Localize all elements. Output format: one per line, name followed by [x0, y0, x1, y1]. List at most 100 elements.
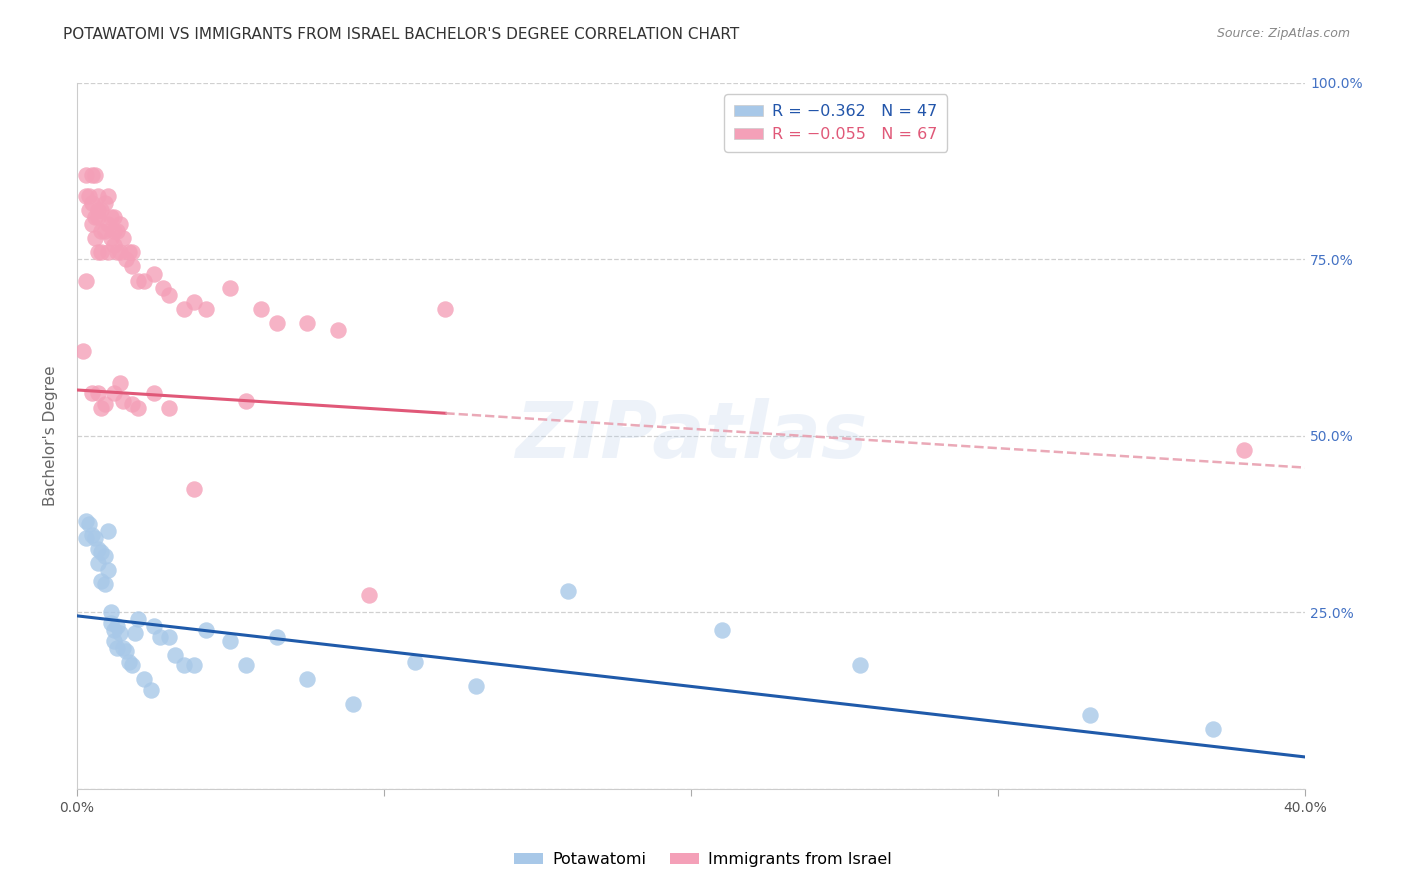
Point [87, 245, 110, 260]
Point [121, 260, 143, 274]
Point [84, 231, 107, 245]
Legend: R = −0.362   N = 47, R = −0.055   N = 67: R = −0.362 N = 47, R = −0.055 N = 67 [724, 95, 948, 152]
Point [157, 630, 180, 644]
Point [118, 245, 141, 260]
Point [97, 563, 120, 577]
Point [134, 673, 156, 687]
Point [183, 658, 205, 673]
Point [250, 301, 273, 316]
Point [90, 545, 112, 559]
Point [100, 231, 122, 245]
Point [235, 393, 257, 408]
Point [87, 556, 110, 570]
Point [93, 397, 115, 411]
Point [557, 584, 579, 599]
Point [108, 217, 131, 231]
Point [108, 376, 131, 390]
Point [124, 626, 146, 640]
Point [108, 245, 131, 260]
Point [165, 648, 187, 662]
Point [77, 189, 100, 203]
Point [710, 623, 733, 637]
Point [84, 168, 107, 182]
Point [97, 189, 120, 203]
Point [105, 224, 128, 238]
Point [111, 231, 134, 245]
Point [111, 640, 134, 655]
Point [82, 386, 104, 401]
Point [105, 619, 128, 633]
Point [75, 274, 97, 288]
Point [90, 245, 112, 260]
Point [87, 210, 110, 224]
Point [75, 168, 97, 182]
Point [157, 401, 180, 415]
Text: POTAWATOMI VS IMMIGRANTS FROM ISRAEL BACHELOR'S DEGREE CORRELATION CHART: POTAWATOMI VS IMMIGRANTS FROM ISRAEL BAC… [63, 27, 740, 42]
Point [266, 316, 288, 330]
Point [173, 301, 195, 316]
Point [103, 224, 125, 238]
Point [142, 267, 165, 281]
Point [103, 386, 125, 401]
Point [142, 386, 165, 401]
Point [173, 658, 195, 673]
Point [87, 541, 110, 556]
Point [105, 245, 128, 260]
Point [82, 217, 104, 231]
Point [93, 224, 115, 238]
Point [72, 344, 94, 359]
Text: ZIPatlas: ZIPatlas [515, 398, 868, 474]
Point [103, 623, 125, 637]
Point [84, 531, 107, 545]
Point [75, 531, 97, 545]
Point [93, 549, 115, 563]
Point [105, 640, 128, 655]
Point [97, 245, 120, 260]
Point [219, 633, 242, 648]
Point [90, 401, 112, 415]
Point [100, 605, 122, 619]
Point [84, 210, 107, 224]
Point [75, 514, 97, 528]
Point [87, 386, 110, 401]
Point [266, 630, 288, 644]
Point [1233, 442, 1256, 457]
Point [90, 224, 112, 238]
Point [157, 287, 180, 301]
Point [194, 623, 217, 637]
Point [139, 682, 162, 697]
Point [90, 202, 112, 217]
Point [326, 323, 349, 337]
Y-axis label: Bachelor's Degree: Bachelor's Degree [44, 366, 58, 506]
Point [152, 280, 174, 294]
Point [121, 397, 143, 411]
Point [465, 680, 488, 694]
Point [404, 655, 426, 669]
Point [142, 619, 165, 633]
Point [82, 527, 104, 541]
Point [134, 274, 156, 288]
Point [103, 633, 125, 648]
Point [183, 482, 205, 496]
Point [103, 210, 125, 224]
Point [82, 195, 104, 210]
Point [121, 658, 143, 673]
Point [235, 658, 257, 673]
Point [103, 238, 125, 252]
Point [849, 658, 872, 673]
Point [1202, 722, 1225, 736]
Point [1080, 707, 1102, 722]
Legend: Potawatomi, Immigrants from Israel: Potawatomi, Immigrants from Israel [508, 846, 898, 873]
Point [75, 189, 97, 203]
Point [108, 626, 131, 640]
Point [111, 393, 134, 408]
Text: Source: ZipAtlas.com: Source: ZipAtlas.com [1216, 27, 1350, 40]
Point [297, 316, 319, 330]
Point [100, 210, 122, 224]
Point [82, 168, 104, 182]
Point [115, 252, 138, 267]
Point [127, 612, 149, 626]
Point [149, 630, 172, 644]
Point [219, 280, 242, 294]
Point [434, 301, 457, 316]
